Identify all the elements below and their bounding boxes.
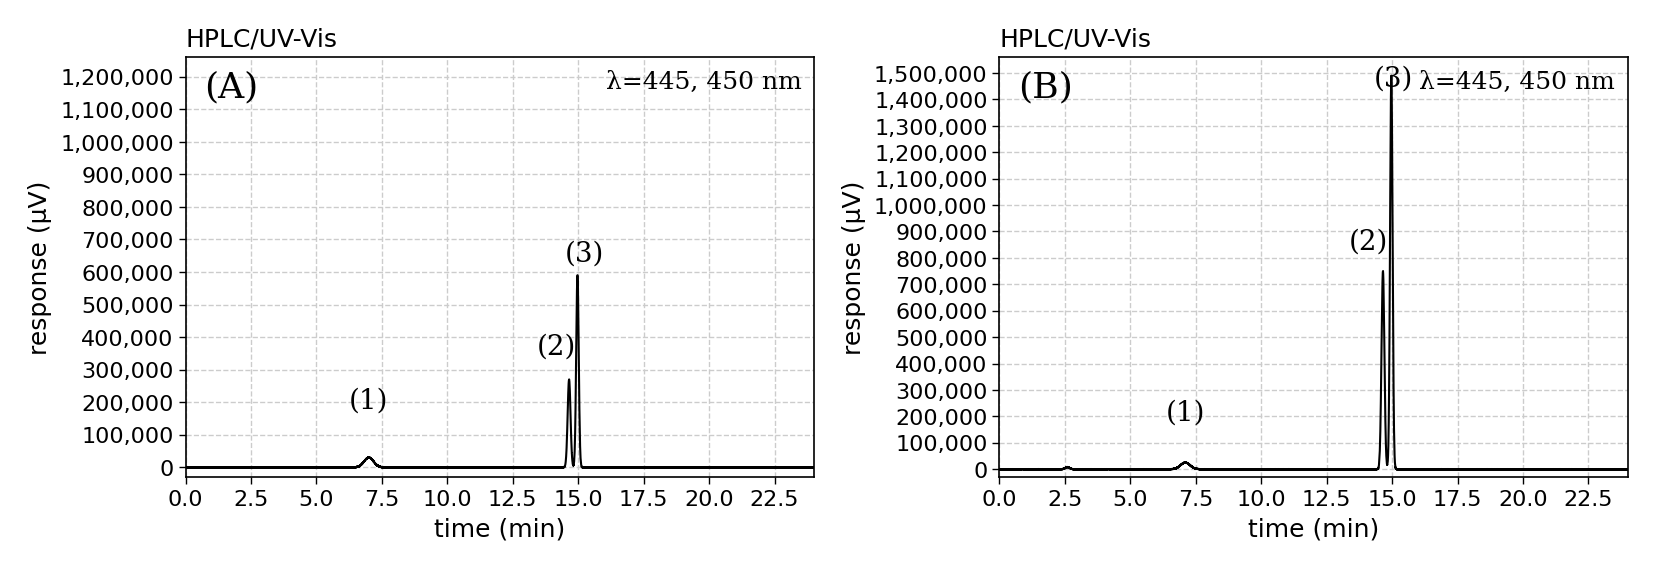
Text: (1): (1) bbox=[349, 387, 389, 414]
Text: (2): (2) bbox=[536, 333, 576, 360]
Text: (2): (2) bbox=[1349, 229, 1389, 255]
Text: (1): (1) bbox=[1165, 399, 1205, 426]
X-axis label: time (min): time (min) bbox=[1248, 517, 1379, 541]
Text: (B): (B) bbox=[1018, 71, 1072, 104]
Text: HPLC/UV-Vis: HPLC/UV-Vis bbox=[1000, 28, 1152, 52]
X-axis label: time (min): time (min) bbox=[434, 517, 564, 541]
Y-axis label: response (μV): response (μV) bbox=[28, 180, 51, 354]
Text: (3): (3) bbox=[564, 241, 604, 267]
Text: (A): (A) bbox=[204, 71, 258, 104]
Text: HPLC/UV-Vis: HPLC/UV-Vis bbox=[185, 28, 338, 52]
Y-axis label: response (μV): response (μV) bbox=[841, 180, 866, 354]
Text: (3): (3) bbox=[1374, 65, 1413, 92]
Text: λ=445, 450 nm: λ=445, 450 nm bbox=[606, 71, 801, 93]
Text: λ=445, 450 nm: λ=445, 450 nm bbox=[1418, 71, 1615, 93]
